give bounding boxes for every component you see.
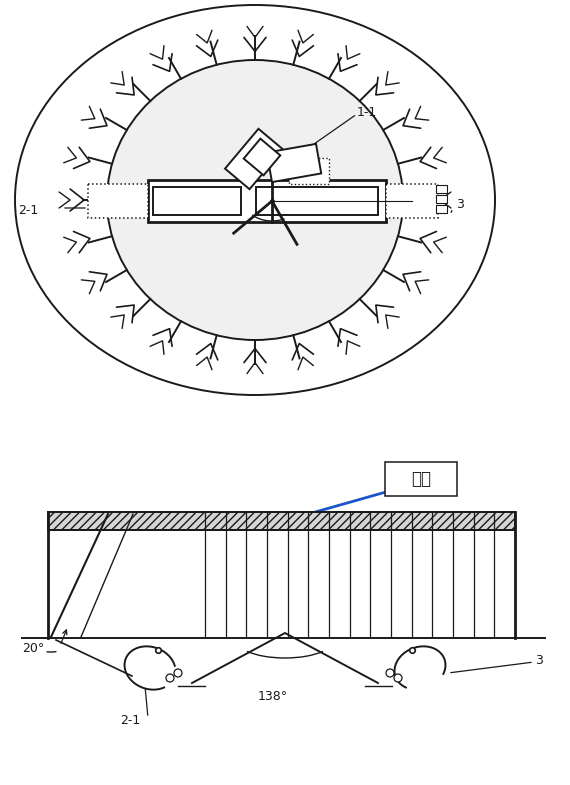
Bar — [148, 180, 386, 222]
Polygon shape — [289, 158, 329, 184]
Circle shape — [394, 674, 402, 682]
Text: 2-1: 2-1 — [120, 714, 140, 726]
Polygon shape — [244, 139, 280, 175]
Bar — [385, 462, 457, 496]
Bar — [436, 195, 447, 203]
Ellipse shape — [15, 5, 495, 395]
Text: 迷宫: 迷宫 — [411, 470, 431, 488]
Bar — [436, 185, 447, 193]
Bar — [48, 512, 515, 530]
Circle shape — [386, 669, 394, 677]
Ellipse shape — [107, 60, 403, 340]
Bar — [88, 184, 148, 218]
Text: 3: 3 — [535, 653, 543, 666]
Text: 40°: 40° — [367, 191, 389, 203]
Circle shape — [174, 669, 182, 677]
Text: 3: 3 — [456, 198, 464, 210]
Text: 138°: 138° — [258, 690, 288, 703]
Polygon shape — [225, 129, 283, 189]
Text: 20°: 20° — [22, 641, 44, 655]
Polygon shape — [267, 144, 321, 182]
Bar — [386, 184, 438, 218]
Bar — [256, 187, 378, 215]
Text: 2-1: 2-1 — [18, 203, 38, 217]
Bar — [436, 205, 447, 213]
Text: 1-1: 1-1 — [357, 105, 377, 119]
Circle shape — [166, 674, 174, 682]
Bar — [153, 187, 241, 215]
